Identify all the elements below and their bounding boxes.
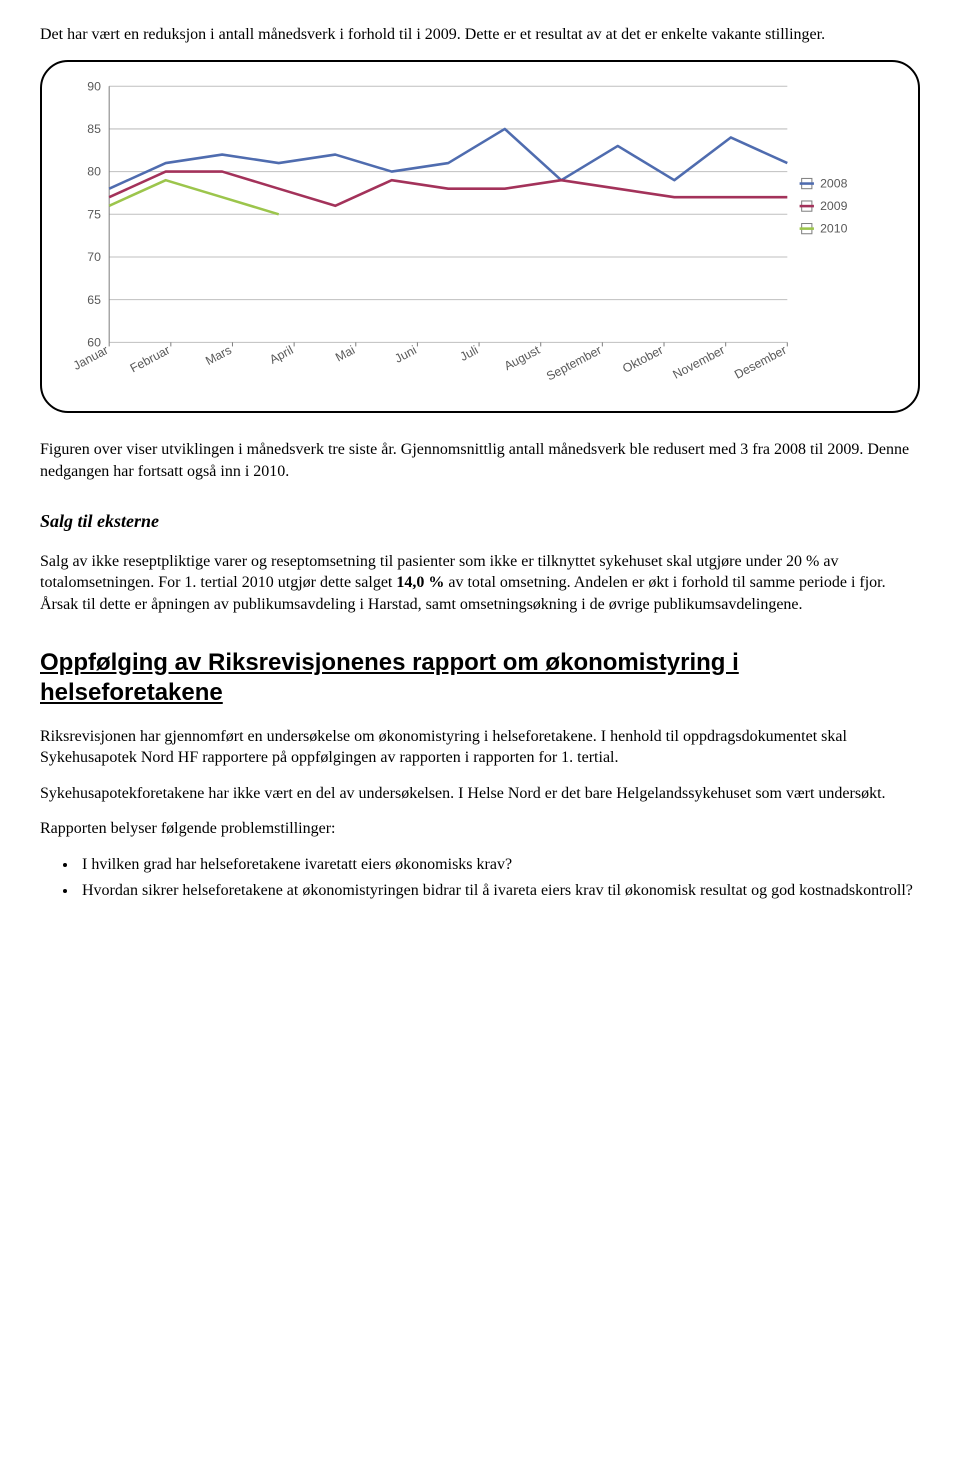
svg-text:Juli: Juli: [458, 342, 481, 363]
svg-text:2009: 2009: [820, 199, 847, 213]
svg-text:85: 85: [87, 122, 101, 136]
list-item: I hvilken grad har helseforetakene ivare…: [78, 854, 920, 876]
svg-text:70: 70: [87, 250, 101, 264]
svg-text:Mars: Mars: [203, 342, 234, 367]
salg-paragraph: Salg av ikke reseptpliktige varer og res…: [40, 551, 920, 616]
intro-paragraph: Det har vært en reduksjon i antall måned…: [40, 24, 920, 46]
svg-text:Februar: Februar: [128, 342, 173, 375]
salg-percent: 14,0 %: [396, 574, 444, 591]
svg-text:September: September: [544, 342, 604, 383]
section-title: Oppfølging av Riksrevisjonenes rapport o…: [40, 648, 920, 708]
svg-text:Mai: Mai: [333, 342, 357, 364]
salg-heading: Salg til eksterne: [40, 509, 920, 533]
list-item: Hvordan sikrer helseforetakene at økonom…: [78, 880, 920, 902]
p2: Sykehusapotekforetakene har ikke vært en…: [40, 783, 920, 805]
svg-text:Oktober: Oktober: [620, 342, 665, 375]
svg-text:Juni: Juni: [392, 342, 418, 365]
svg-text:65: 65: [87, 292, 101, 306]
svg-text:April: April: [267, 342, 295, 366]
bullet-list: I hvilken grad har helseforetakene ivare…: [40, 854, 920, 901]
svg-text:75: 75: [87, 207, 101, 221]
p1: Riksrevisjonen har gjennomført en unders…: [40, 726, 920, 769]
svg-text:Desember: Desember: [732, 342, 789, 381]
svg-text:2008: 2008: [820, 176, 847, 190]
monthly-line-chart: 60657075808590JanuarFebruarMarsAprilMaiJ…: [60, 76, 900, 404]
svg-text:November: November: [670, 342, 727, 381]
svg-text:2010: 2010: [820, 221, 847, 235]
svg-text:90: 90: [87, 79, 101, 93]
p3: Rapporten belyser følgende problemstilli…: [40, 818, 920, 840]
svg-text:80: 80: [87, 164, 101, 178]
monthly-chart-container: 60657075808590JanuarFebruarMarsAprilMaiJ…: [40, 60, 920, 414]
svg-text:August: August: [502, 342, 543, 373]
after-chart-paragraph: Figuren over viser utviklingen i månedsv…: [40, 439, 920, 482]
